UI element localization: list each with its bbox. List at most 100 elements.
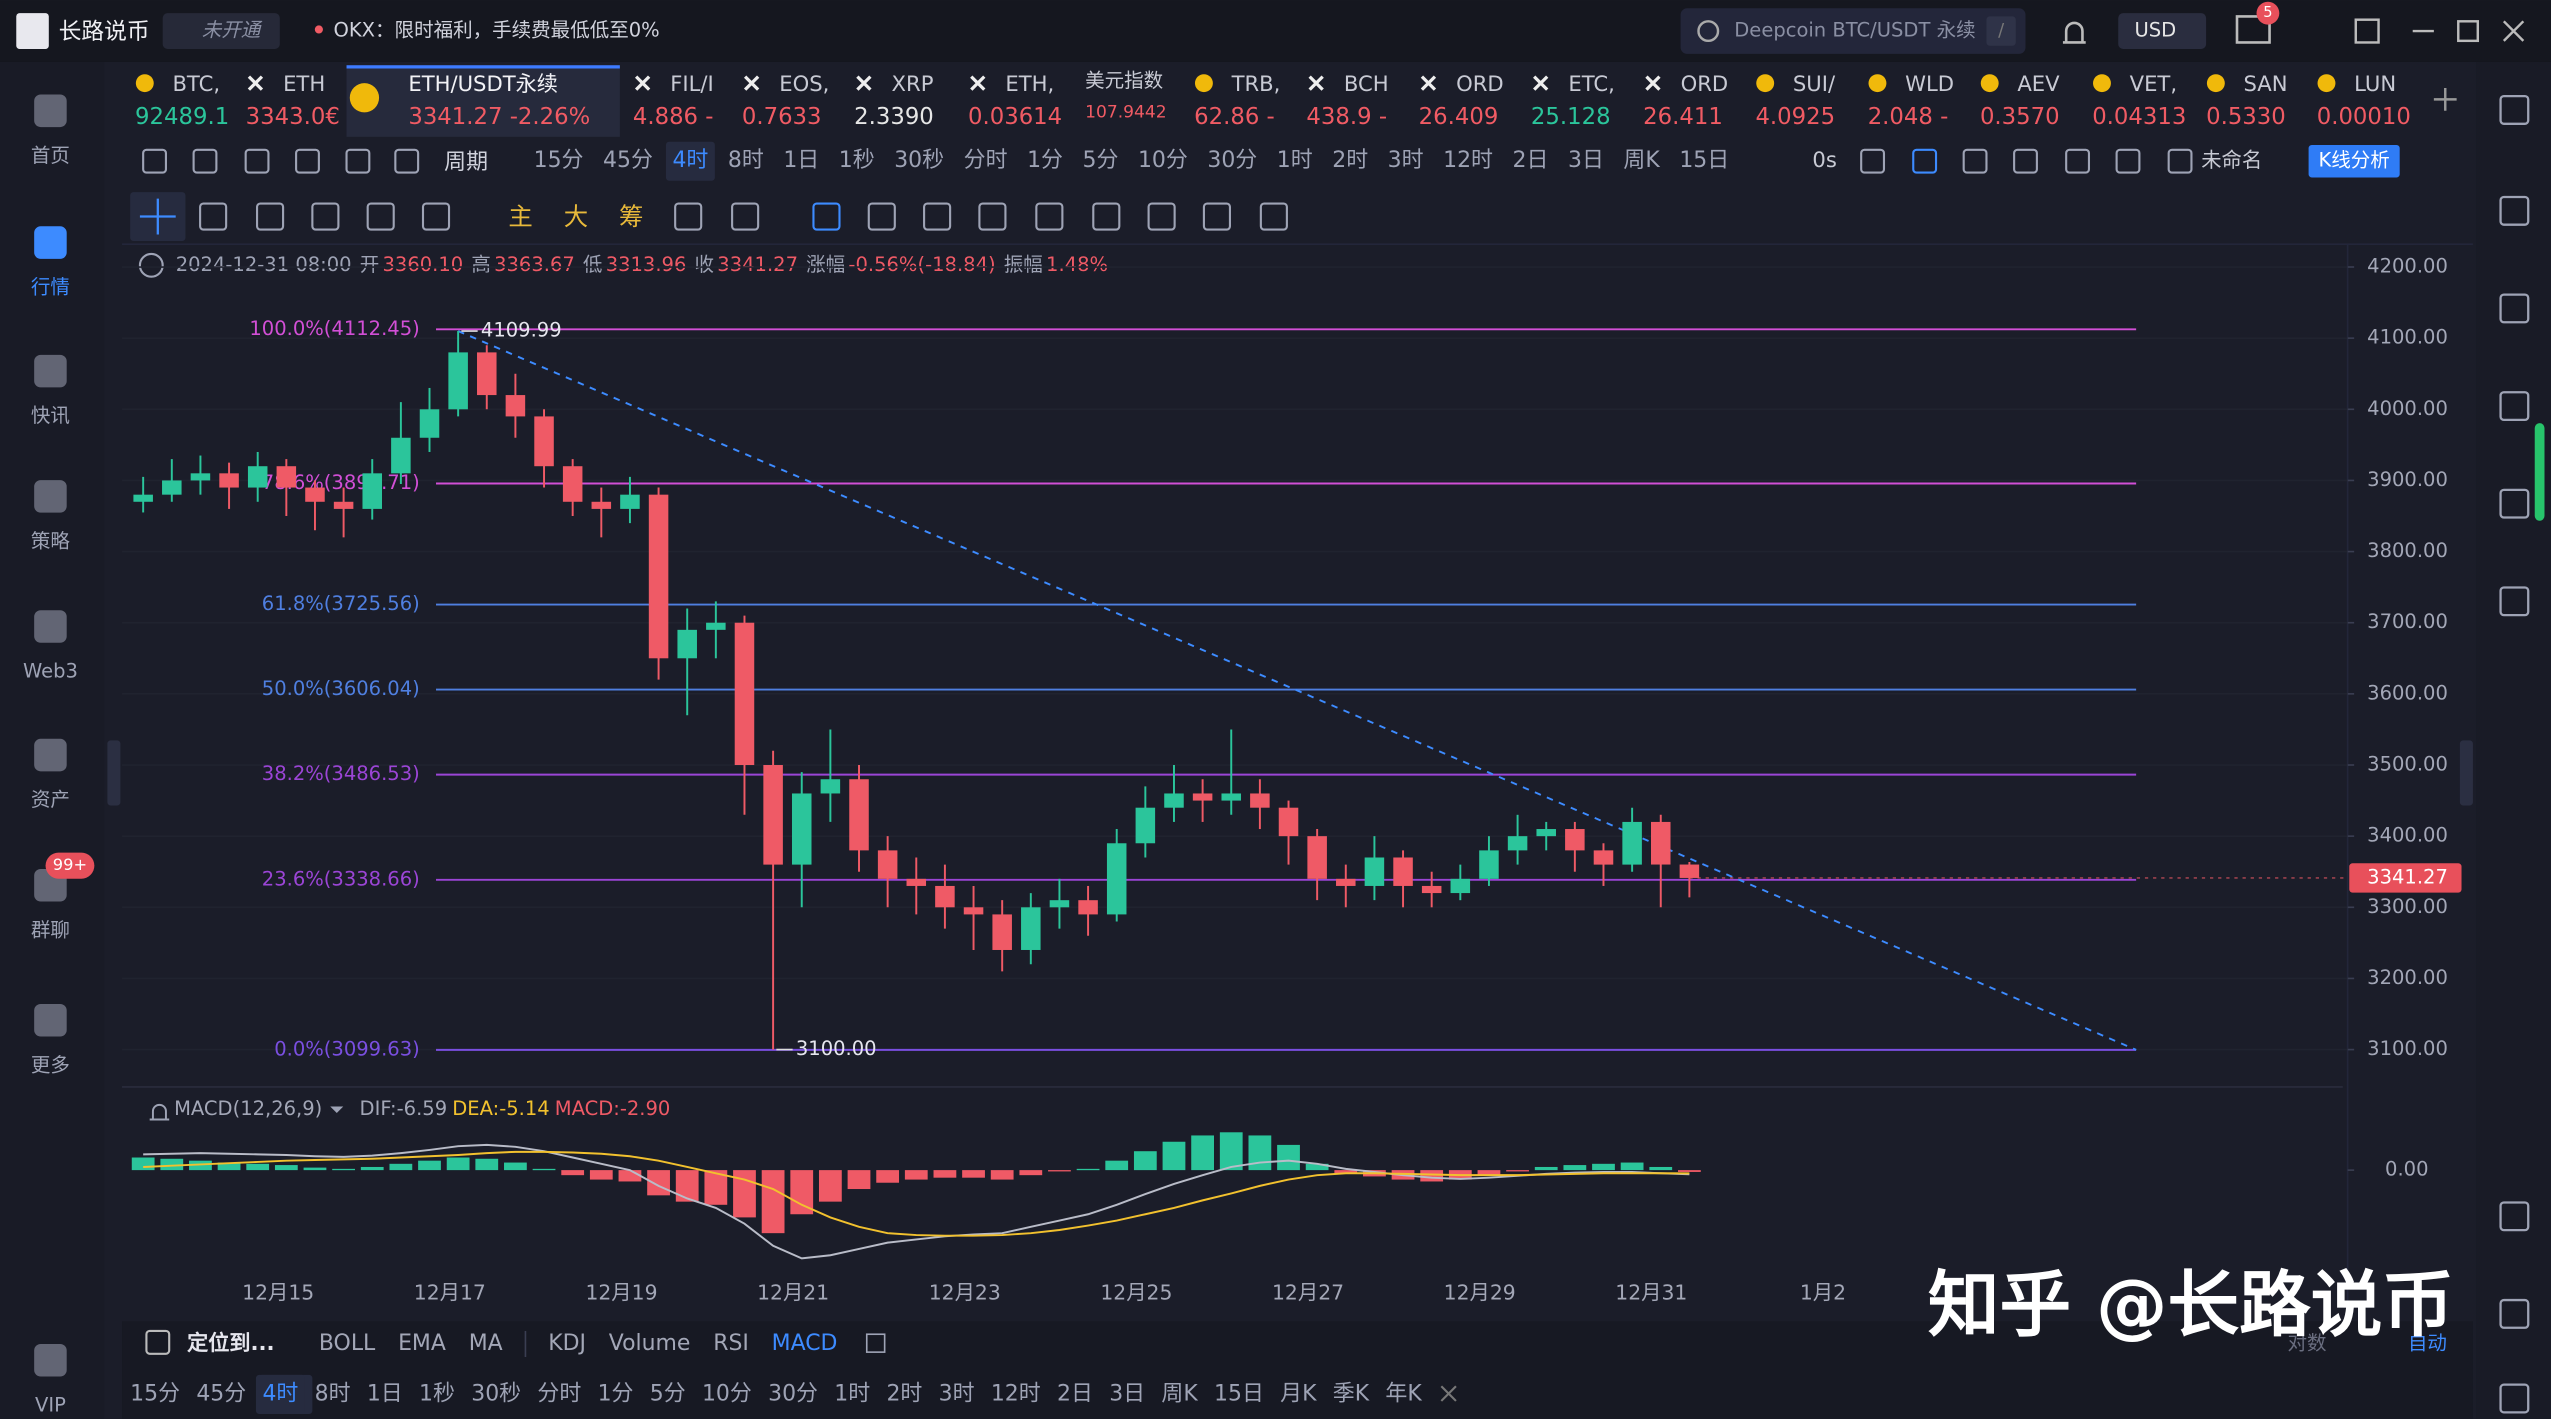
bottom-period[interactable]: 12时 bbox=[991, 1381, 1041, 1406]
ticker-name[interactable]: AEV bbox=[2017, 71, 2060, 96]
bottom-period[interactable]: 30秒 bbox=[471, 1381, 521, 1406]
draw-tool[interactable] bbox=[923, 202, 952, 231]
toolbar-icon[interactable] bbox=[1912, 148, 1938, 174]
sidebar-label[interactable]: 快讯 bbox=[31, 404, 70, 427]
add-ticker[interactable] bbox=[2433, 88, 2457, 111]
bottom-period[interactable]: 10分 bbox=[702, 1381, 752, 1406]
draw-tool[interactable] bbox=[1092, 202, 1121, 231]
bottom-period[interactable]: 4时 bbox=[262, 1381, 298, 1406]
ticker-price[interactable]: 3343.0€ bbox=[246, 104, 340, 130]
status[interactable]: 未开通 bbox=[202, 19, 263, 42]
period[interactable]: 10分 bbox=[1138, 148, 1188, 173]
ticker-name[interactable]: ETC, bbox=[1568, 71, 1614, 96]
bottom-period[interactable]: 1时 bbox=[834, 1381, 870, 1406]
draw-tool[interactable] bbox=[421, 202, 451, 231]
period[interactable]: 15日 bbox=[1679, 148, 1729, 173]
bottom-period[interactable]: 15分 bbox=[130, 1381, 180, 1406]
ticker-price[interactable]: 0.04313 bbox=[2092, 104, 2186, 130]
tool-icon[interactable] bbox=[2499, 1298, 2530, 1329]
axis-mode[interactable]: 对数 bbox=[2287, 1331, 2326, 1354]
indicator[interactable]: Volume bbox=[609, 1331, 691, 1356]
ticker-price[interactable]: 0.03614 bbox=[968, 104, 1062, 130]
period[interactable]: 8时 bbox=[728, 148, 764, 173]
ticker-name[interactable]: ETH, bbox=[1005, 71, 1054, 96]
ticker-name[interactable]: BCH bbox=[1344, 71, 1389, 96]
ticker-name[interactable]: 美元指数 bbox=[1085, 69, 1163, 92]
period[interactable]: 12时 bbox=[1443, 148, 1493, 173]
period[interactable]: 1日 bbox=[783, 148, 819, 173]
draw-tool[interactable] bbox=[674, 202, 703, 231]
tool-icon[interactable] bbox=[2499, 586, 2530, 617]
sidebar-icon[interactable] bbox=[34, 354, 67, 388]
period[interactable]: 1时 bbox=[1277, 148, 1313, 173]
draw-tool[interactable] bbox=[366, 202, 395, 231]
indicator[interactable]: EMA bbox=[398, 1331, 446, 1356]
period[interactable]: 3时 bbox=[1388, 148, 1424, 173]
layout-name[interactable]: 未命名 bbox=[2201, 148, 2262, 172]
currency-select[interactable] bbox=[2118, 13, 2207, 49]
draw-tool[interactable] bbox=[255, 202, 285, 231]
bottom-period[interactable]: 5分 bbox=[650, 1381, 686, 1406]
chart-tool[interactable] bbox=[345, 148, 371, 174]
status-pill[interactable] bbox=[162, 13, 280, 49]
overlay-toggle[interactable]: 大 bbox=[564, 202, 588, 231]
sidebar-icon[interactable] bbox=[34, 738, 67, 772]
ticker-price[interactable]: 25.128 bbox=[1531, 104, 1611, 130]
ticker-price[interactable]: 4.886 - bbox=[633, 104, 714, 130]
draw-tool[interactable] bbox=[199, 202, 228, 231]
period[interactable]: 30秒 bbox=[894, 148, 944, 173]
bottom-period[interactable]: 3时 bbox=[939, 1381, 975, 1406]
sidebar-label[interactable]: VIP bbox=[35, 1393, 66, 1416]
draw-tool[interactable] bbox=[1202, 202, 1232, 231]
chart-tool[interactable] bbox=[394, 148, 420, 174]
chart-tool[interactable] bbox=[192, 148, 218, 174]
ticker-name[interactable]: ETH/USDT永续 bbox=[408, 71, 558, 96]
ticker-price[interactable]: 2.048 - bbox=[1868, 104, 1949, 130]
draw-tool[interactable] bbox=[867, 202, 896, 231]
chart-tool[interactable] bbox=[295, 148, 320, 174]
collapse-handle[interactable] bbox=[107, 740, 121, 806]
ticker-name[interactable]: ETH bbox=[283, 71, 325, 96]
ticker-price[interactable]: 438.9 - bbox=[1306, 104, 1387, 130]
indicator[interactable]: MA bbox=[469, 1331, 503, 1356]
tool-icon[interactable] bbox=[2499, 293, 2530, 324]
ticker-price[interactable]: 92489.1 bbox=[135, 104, 229, 130]
sidebar-icon[interactable] bbox=[34, 610, 67, 643]
draw-tool[interactable] bbox=[311, 202, 340, 231]
ticker-price[interactable]: 26.409 bbox=[1419, 104, 1499, 130]
period[interactable]: 2日 bbox=[1513, 148, 1549, 173]
sidebar-icon[interactable] bbox=[34, 1003, 67, 1037]
sidebar-icon[interactable] bbox=[34, 226, 67, 259]
toolbar-icon[interactable] bbox=[1860, 148, 1886, 174]
currency[interactable]: USD bbox=[2135, 19, 2177, 42]
period[interactable]: 4时 bbox=[672, 148, 708, 173]
bottom-period[interactable]: 1秒 bbox=[419, 1381, 455, 1406]
period-label[interactable]: 周期 bbox=[444, 150, 488, 175]
bottom-period[interactable]: 45分 bbox=[196, 1381, 246, 1406]
notice[interactable]: OKX：限时福利，手续费最低低至0% bbox=[334, 19, 660, 42]
sidebar-label[interactable]: 策略 bbox=[31, 529, 71, 552]
maximize-button[interactable] bbox=[2457, 20, 2480, 43]
sidebar-label[interactable]: 行情 bbox=[31, 276, 70, 299]
bottom-period[interactable]: 3日 bbox=[1109, 1381, 1145, 1406]
ticker-name[interactable]: LUN bbox=[2354, 71, 2396, 96]
bottom-period[interactable]: 年K bbox=[1385, 1381, 1422, 1406]
analysis-button-label[interactable]: K线分析 bbox=[2318, 149, 2389, 172]
period[interactable]: 分时 bbox=[964, 148, 1008, 173]
draw-tool[interactable] bbox=[731, 202, 760, 231]
ticker-price[interactable]: 62.86 - bbox=[1194, 104, 1275, 130]
indicator[interactable]: BOLL bbox=[319, 1331, 376, 1356]
overlay-toggle[interactable]: 主 bbox=[508, 202, 532, 231]
bottom-period[interactable]: 2日 bbox=[1057, 1381, 1093, 1406]
ticker-price[interactable]: 4.0925 bbox=[1755, 104, 1835, 130]
locate[interactable]: 定位到... bbox=[187, 1330, 274, 1355]
period[interactable]: 周K bbox=[1623, 148, 1660, 173]
ticker-name[interactable]: XRP bbox=[892, 71, 934, 96]
period[interactable]: 45分 bbox=[603, 148, 653, 173]
toolbar-icon[interactable] bbox=[2115, 148, 2141, 174]
ticker-price[interactable]: 26.411 bbox=[1643, 104, 1723, 130]
indicator[interactable]: KDJ bbox=[548, 1331, 586, 1356]
bell-icon[interactable] bbox=[2062, 21, 2086, 44]
bottom-period[interactable]: 30分 bbox=[768, 1381, 818, 1406]
ticker-price[interactable]: 0.3570 bbox=[1980, 104, 2060, 130]
